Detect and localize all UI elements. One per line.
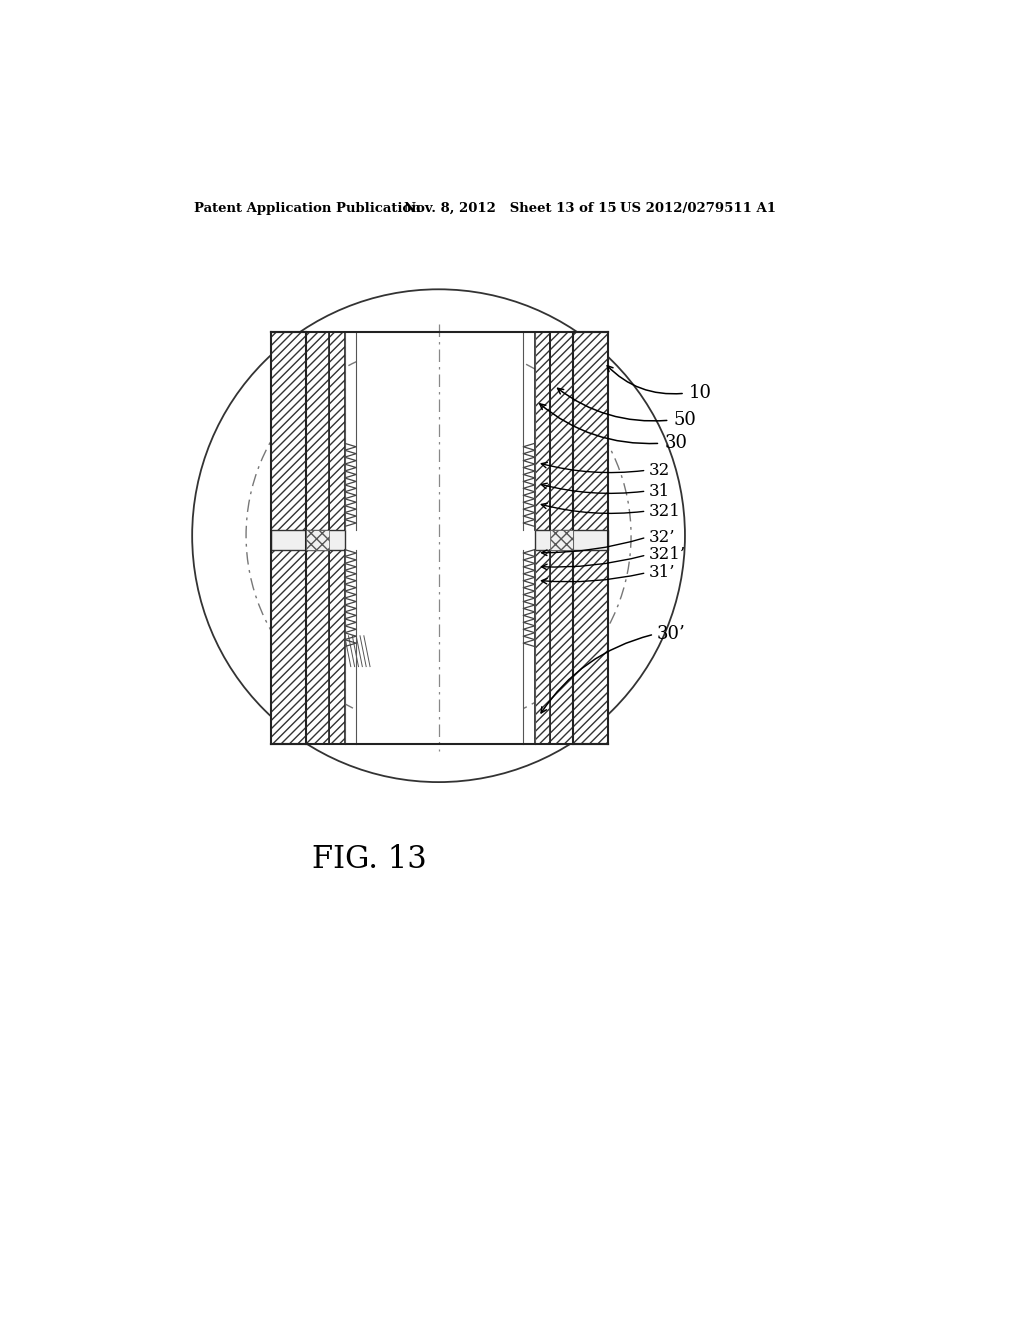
Text: US 2012/0279511 A1: US 2012/0279511 A1 <box>620 202 775 215</box>
Bar <box>535 531 608 549</box>
Text: 31’: 31’ <box>649 564 676 581</box>
Bar <box>330 549 345 743</box>
Bar <box>550 531 573 549</box>
Text: 321: 321 <box>649 503 681 520</box>
Bar <box>270 531 345 549</box>
Bar <box>573 331 608 743</box>
Bar <box>535 331 550 531</box>
Text: 30: 30 <box>665 434 687 453</box>
Text: 321’: 321’ <box>649 546 686 564</box>
Text: 32’: 32’ <box>649 529 676 545</box>
Text: 31: 31 <box>649 483 670 499</box>
Text: Patent Application Publication: Patent Application Publication <box>194 202 421 215</box>
Text: FIG. 13: FIG. 13 <box>312 843 427 875</box>
Text: 32: 32 <box>649 462 670 479</box>
Bar <box>330 331 345 531</box>
Text: 10: 10 <box>689 384 712 403</box>
Text: 30’: 30’ <box>656 626 685 643</box>
Text: 50: 50 <box>674 412 696 429</box>
Bar <box>270 331 306 743</box>
Bar <box>306 331 330 531</box>
Bar <box>550 549 573 743</box>
Bar <box>306 549 330 743</box>
Bar <box>535 549 550 743</box>
Text: Nov. 8, 2012   Sheet 13 of 15: Nov. 8, 2012 Sheet 13 of 15 <box>403 202 616 215</box>
Bar <box>306 531 330 549</box>
Bar <box>356 331 523 743</box>
Bar <box>550 331 573 531</box>
